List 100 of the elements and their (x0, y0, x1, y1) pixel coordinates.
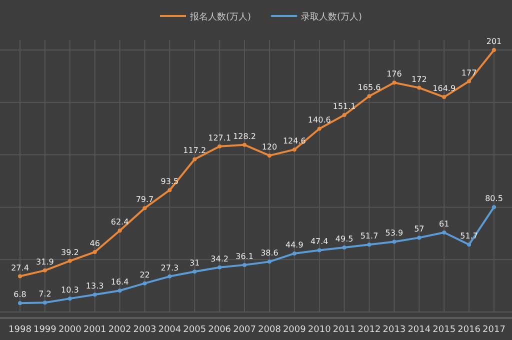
x-tick-label: 2008 (258, 325, 282, 335)
x-tick-label: 1998 (8, 325, 32, 335)
x-tick-label: 2006 (208, 325, 232, 335)
x-tick-label: 2016 (458, 325, 481, 335)
data-label: 51.7 (360, 232, 378, 241)
data-label: 34.2 (210, 254, 228, 264)
data-label: 164.9 (432, 84, 456, 94)
point (18, 301, 22, 306)
point (42, 268, 47, 272)
point (192, 157, 197, 162)
data-label: 57 (414, 224, 424, 234)
data-label: 140.6 (308, 116, 331, 125)
point (492, 205, 496, 210)
point (467, 242, 472, 247)
data-label: 80.5 (485, 194, 503, 204)
data-label: 120 (262, 142, 278, 152)
data-label: 124.6 (282, 136, 306, 146)
x-tick-label: 2009 (282, 325, 306, 335)
point (118, 228, 122, 233)
data-label: 151.1 (332, 102, 356, 112)
data-label: 49.5 (335, 234, 354, 244)
x-tick-label: 2017 (482, 325, 506, 335)
data-label: 31 (190, 258, 200, 268)
point (68, 258, 72, 263)
legend-label: 报名人数(万人) (189, 12, 252, 22)
point (68, 296, 72, 301)
data-label: 61 (439, 219, 450, 228)
point (92, 292, 97, 297)
point (168, 274, 172, 278)
data-label: 27.3 (160, 263, 179, 272)
point (392, 240, 396, 244)
x-tick-label: 2003 (133, 325, 156, 335)
data-label: 177 (461, 68, 477, 78)
point (42, 300, 47, 305)
data-label: 10.3 (60, 286, 79, 295)
data-label: 117.2 (183, 146, 206, 156)
point (442, 230, 446, 234)
data-label: 128.2 (233, 132, 256, 141)
point (392, 80, 396, 85)
data-label: 62.4 (110, 218, 129, 227)
point (192, 270, 197, 274)
point (218, 265, 222, 270)
data-label: 39.2 (60, 248, 79, 257)
point (142, 206, 147, 210)
point (342, 245, 346, 250)
data-label: 13.3 (86, 282, 104, 291)
data-label: 36.1 (236, 252, 254, 261)
data-label: 201 (486, 37, 502, 46)
x-tick-label: 2001 (83, 325, 106, 335)
point (317, 248, 322, 252)
x-tick-label: 2015 (432, 325, 456, 335)
x-tick-label: 2010 (308, 325, 332, 335)
data-label: 127.1 (208, 133, 232, 142)
data-label: 46 (90, 239, 100, 248)
point (242, 142, 247, 147)
point (242, 262, 247, 267)
x-tick-label: 2012 (358, 325, 381, 335)
x-tick-label: 2005 (183, 325, 206, 335)
legend-label: 录取人数(万人) (301, 12, 362, 22)
data-label: 176 (386, 70, 402, 79)
point (417, 236, 422, 240)
data-label: 31.9 (36, 257, 54, 266)
x-tick-label: 2004 (158, 325, 182, 335)
point (442, 95, 446, 100)
point (492, 48, 496, 52)
point (342, 113, 346, 118)
data-label: 44.9 (286, 240, 304, 250)
point (267, 260, 272, 264)
data-label: 38.6 (260, 248, 278, 258)
x-tick-label: 2013 (382, 325, 406, 335)
data-label: 53.9 (385, 228, 404, 238)
x-tick-label: 2011 (332, 325, 356, 335)
x-tick-label: 2007 (233, 325, 256, 335)
point (417, 86, 422, 90)
point (142, 281, 147, 286)
data-label: 16.4 (110, 278, 129, 287)
point (118, 288, 122, 293)
data-label: 27.4 (11, 263, 29, 272)
point (467, 79, 472, 84)
x-tick-label: 2002 (108, 325, 132, 335)
point (168, 188, 172, 192)
point (367, 94, 372, 98)
data-label: 47.4 (310, 237, 328, 246)
data-label: 22 (140, 270, 150, 280)
x-tick-label: 2014 (408, 325, 431, 335)
point (18, 274, 22, 278)
point (92, 250, 97, 254)
point (267, 154, 272, 158)
data-label: 79.7 (136, 195, 154, 204)
x-tick-label: 2000 (58, 325, 82, 335)
data-label: 172 (412, 74, 427, 84)
data-label: 7.2 (38, 290, 52, 299)
point (317, 126, 322, 131)
data-label: 6.8 (14, 290, 26, 300)
x-tick-label: 1999 (33, 325, 57, 335)
point (292, 148, 296, 152)
point (292, 251, 296, 256)
data-label: 165.6 (358, 83, 381, 92)
point (367, 242, 372, 247)
point (218, 144, 222, 148)
